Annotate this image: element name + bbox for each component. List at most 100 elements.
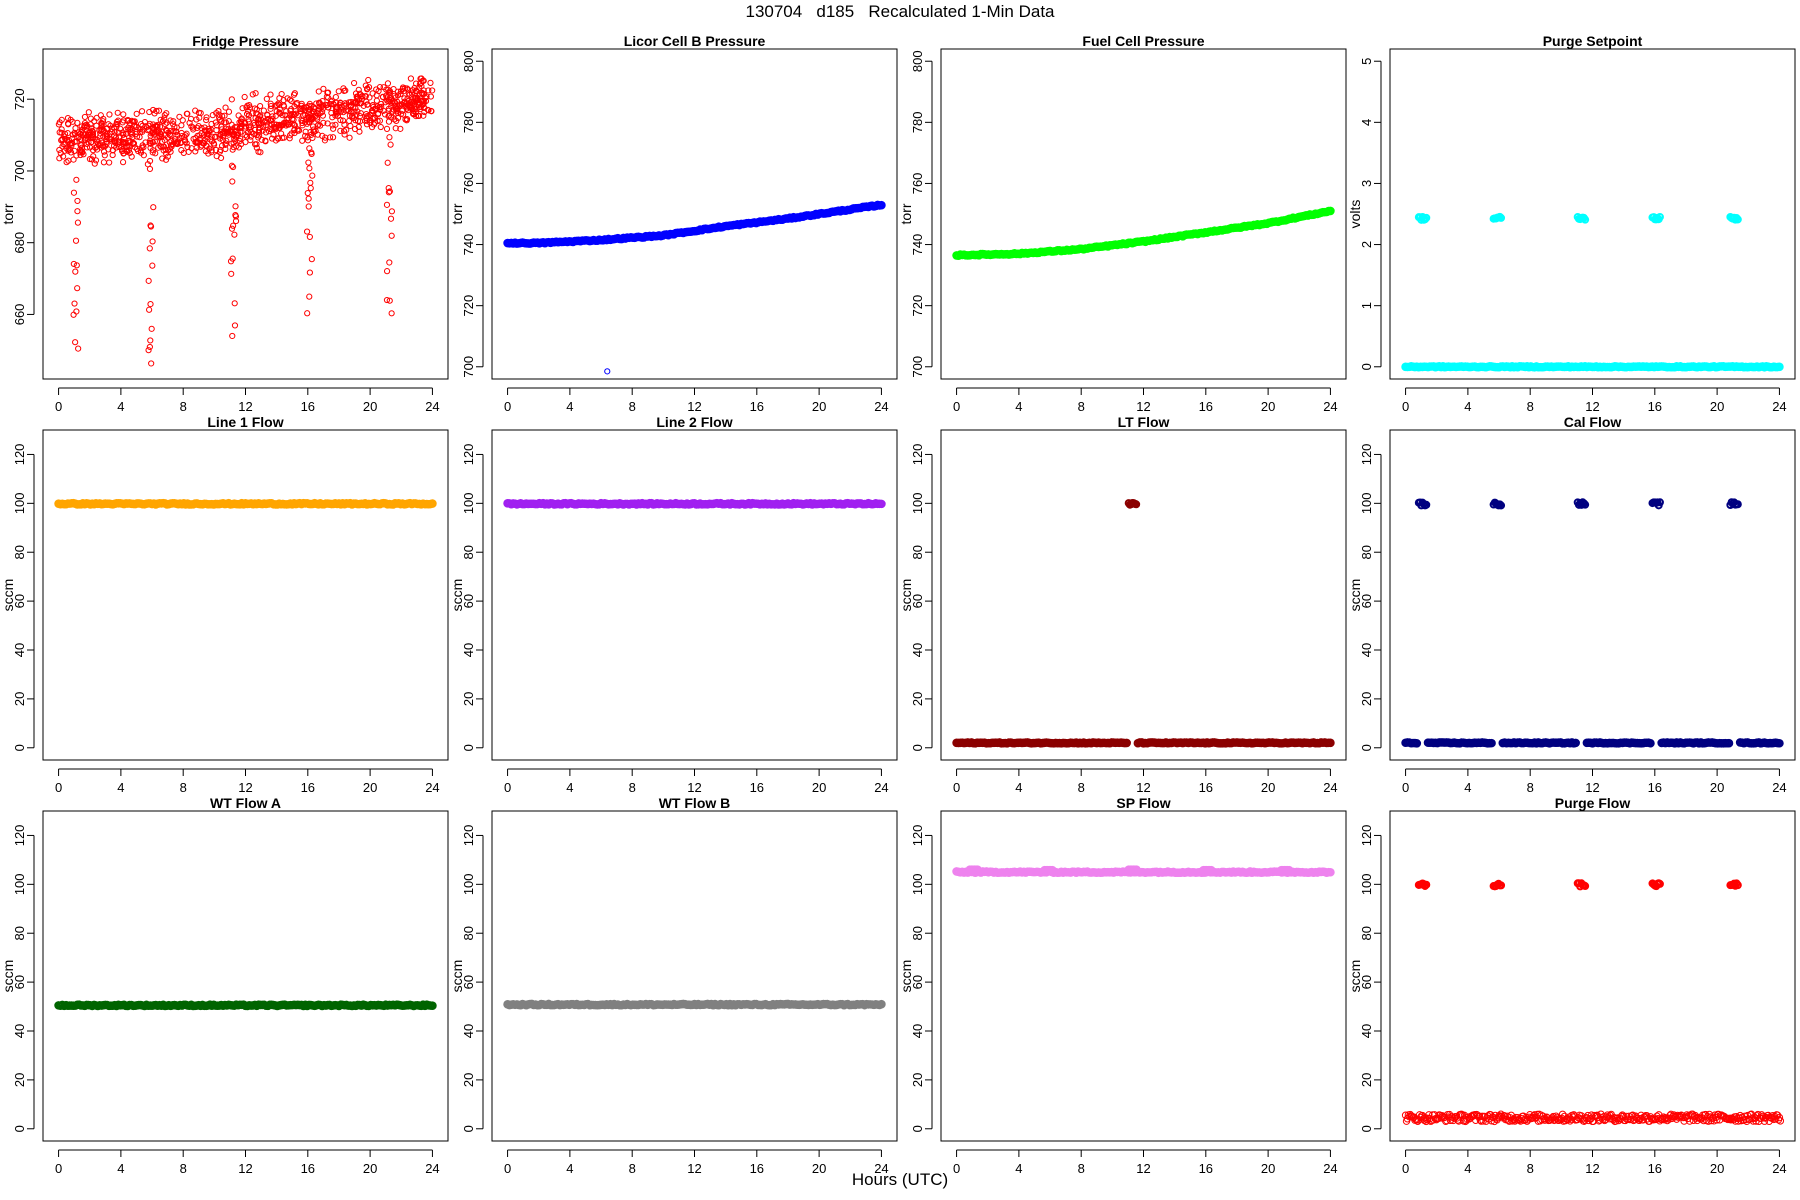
data-point: [363, 114, 370, 122]
data-point: [388, 232, 395, 239]
data-point: [228, 162, 236, 169]
data-point: [74, 285, 81, 292]
data-point: [179, 117, 186, 124]
data-point: [298, 100, 305, 107]
data-point: [376, 104, 383, 111]
y-tick-label: 60: [910, 975, 925, 989]
data-point: [308, 102, 315, 110]
data-series: [55, 75, 436, 367]
y-tick-label: 80: [1359, 545, 1374, 559]
data-point: [164, 153, 171, 160]
data-point: [1776, 1117, 1785, 1125]
data-point: [146, 165, 154, 173]
data-point: [369, 102, 376, 109]
data-point: [153, 138, 160, 145]
data-point: [138, 108, 146, 115]
y-tick-label: 0: [1359, 1125, 1374, 1132]
data-point: [335, 88, 342, 95]
data-point: [1429, 1116, 1438, 1124]
y-tick-label: 760: [461, 173, 476, 195]
data-point: [170, 118, 177, 125]
x-tick-label: 20: [812, 780, 826, 795]
data-point: [391, 116, 398, 123]
data-point: [406, 91, 413, 99]
data-point: [288, 106, 295, 113]
data-point: [73, 152, 80, 159]
chart-title: WT Flow A: [210, 795, 281, 811]
data-point: [381, 111, 389, 118]
data-point: [280, 97, 287, 104]
data-point: [244, 102, 251, 109]
y-tick-label: 800: [461, 50, 476, 72]
data-point: [147, 337, 154, 344]
x-tick-label: 20: [1710, 780, 1724, 795]
data-point: [229, 222, 237, 229]
y-tick-label: 120: [1359, 825, 1374, 847]
data-point: [250, 130, 257, 137]
x-tick-label: 16: [301, 1161, 315, 1176]
y-tick-label: 100: [12, 873, 27, 895]
data-point: [90, 153, 97, 160]
data-point: [73, 308, 80, 315]
chart-panel: Line 1 Flow sccm 0 4 8 12 16 20 24 0 20 40 60 80 100 12…: [0, 414, 449, 795]
data-point: [386, 297, 393, 304]
y-tick-label: 720: [12, 88, 27, 110]
data-point: [333, 103, 340, 110]
data-point: [112, 139, 119, 146]
data-point: [232, 211, 239, 219]
chart-panel: Purge Flow sccm 0 4 8 12 16 20 24 0 20 40 60 80 100 120: [1347, 795, 1796, 1176]
y-tick-label: 0: [910, 1125, 925, 1132]
plot-frame: [1389, 48, 1796, 380]
data-point: [379, 93, 387, 100]
x-tick-label: 12: [1136, 399, 1150, 414]
data-point: [1646, 738, 1655, 748]
y-axis-label: volts: [1347, 200, 1363, 229]
data-point: [101, 152, 108, 159]
data-series: [503, 498, 886, 509]
x-tick-label: 0: [1402, 399, 1409, 414]
data-point: [91, 160, 98, 167]
data-point: [385, 113, 392, 120]
data-point: [604, 368, 611, 375]
y-tick-label: 100: [910, 873, 925, 895]
data-series: [503, 999, 886, 1010]
data-point: [71, 300, 78, 307]
data-point: [306, 145, 313, 152]
data-point: [329, 134, 337, 141]
data-point: [392, 125, 399, 132]
x-tick-label: 12: [687, 780, 701, 795]
plot-frame: [42, 429, 449, 761]
y-tick-label: 100: [1359, 873, 1374, 895]
data-point: [162, 156, 170, 163]
data-point: [228, 140, 235, 147]
y-tick-label: 80: [910, 926, 925, 940]
y-tick-label: 60: [12, 594, 27, 608]
data-point: [145, 347, 152, 354]
data-point: [425, 87, 432, 94]
data-point: [306, 269, 313, 276]
y-tick-label: 3: [1359, 180, 1374, 187]
data-point: [1558, 1110, 1567, 1118]
data-point: [81, 120, 89, 127]
x-tick-label: 16: [750, 780, 764, 795]
data-point: [1422, 500, 1431, 509]
y-tick-label: 20: [1359, 692, 1374, 706]
data-point: [386, 134, 393, 141]
y-tick-label: 700: [12, 160, 27, 182]
data-point: [115, 129, 122, 136]
data-point: [366, 94, 373, 101]
data-point: [312, 112, 319, 120]
data-point: [70, 311, 77, 318]
x-tick-label: 12: [238, 1161, 252, 1176]
chart-panel: Line 2 Flow sccm 0 4 8 12 16 20 24 0 20 40 60 80 100 12…: [449, 414, 898, 795]
data-point: [223, 137, 230, 144]
data-point: [1775, 362, 1784, 372]
y-tick-label: 80: [12, 926, 27, 940]
data-point: [329, 114, 336, 121]
data-point: [377, 123, 384, 131]
data-point: [146, 343, 153, 351]
data-point: [354, 108, 361, 115]
data-point: [337, 99, 344, 106]
y-tick-label: 4: [1359, 119, 1374, 126]
